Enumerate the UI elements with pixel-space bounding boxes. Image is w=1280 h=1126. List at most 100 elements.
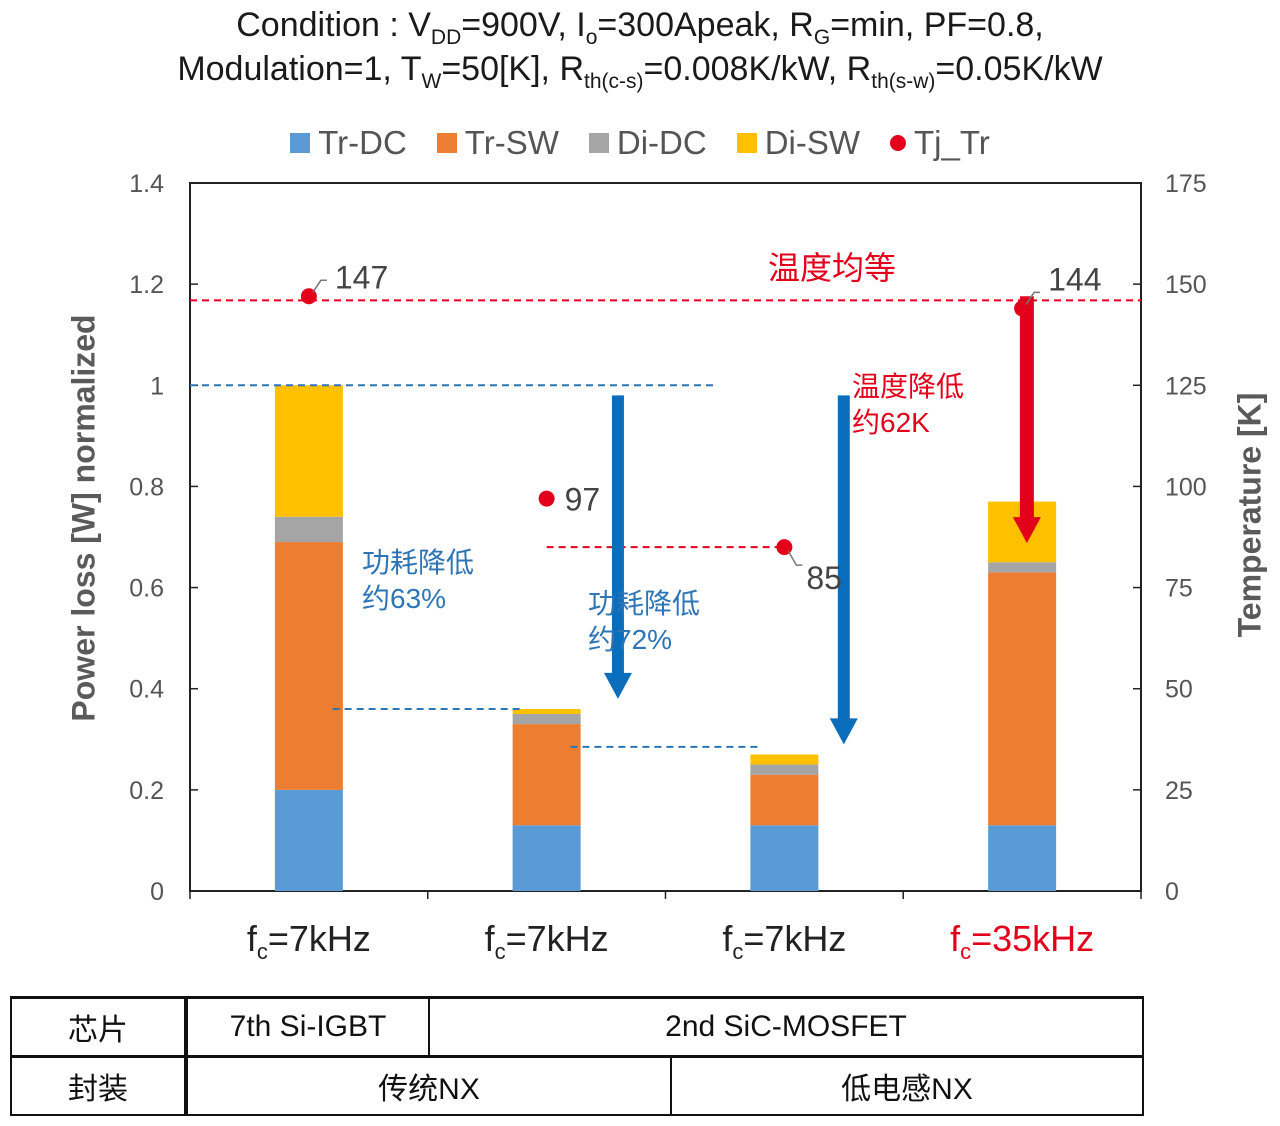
arrow-head xyxy=(829,718,858,745)
legend-item: Tj_Tr xyxy=(890,124,990,162)
arrow-shaft xyxy=(837,395,850,721)
title-subscript: th(c-s) xyxy=(584,69,644,93)
title-text: =50[K], R xyxy=(441,50,585,88)
y-axis-left-label: Power loss [W] normalized xyxy=(65,314,102,722)
x-category-label: fc=7kHz xyxy=(664,918,904,965)
y-right-tick-label: 125 xyxy=(1165,372,1207,400)
legend-label: Di-DC xyxy=(616,124,707,161)
category-text: f xyxy=(722,918,733,959)
bar-tr-sw xyxy=(512,724,581,826)
arrow-shaft xyxy=(611,395,624,675)
annotation-line: 温度均等 xyxy=(768,250,897,286)
bar-tr-sw xyxy=(274,542,343,790)
y-right-tick-label: 25 xyxy=(1165,777,1193,805)
table-row: 芯片 7th Si-IGBT 2nd SiC-MOSFET xyxy=(10,996,1144,1058)
bar-di-sw xyxy=(274,385,343,517)
tj-point-label: 147 xyxy=(335,259,388,295)
title-text: Modulation=1, T xyxy=(177,50,422,88)
category-text: f xyxy=(950,918,961,959)
annotation-line: 功耗降低 xyxy=(362,547,475,578)
annotation-line: 约63% xyxy=(362,583,447,614)
tj-leader-line xyxy=(787,550,803,566)
legend-label: Tr-DC xyxy=(318,124,407,161)
y-right-tick-label: 100 xyxy=(1165,473,1207,501)
x-category-label: fc=7kHz xyxy=(189,918,429,965)
y-right-tick-label: 175 xyxy=(1165,170,1207,198)
chart-title-line-2: Modulation=1, TW=50[K], Rth(c-s)=0.008K/… xyxy=(0,50,1280,94)
y-right-tick-label: 0 xyxy=(1165,878,1179,906)
legend-item: Tr-SW xyxy=(436,124,559,162)
y-axis-right-label: Temperature [K] xyxy=(1231,392,1268,638)
y-left-tick-label: 1.2 xyxy=(129,271,164,299)
y-right-tick-label: 50 xyxy=(1165,676,1193,704)
category-text: =7kHz xyxy=(267,918,371,959)
y-left-tick-label: 0.4 xyxy=(129,676,164,704)
category-text: =7kHz xyxy=(505,918,609,959)
title-text: =300Apeak, R xyxy=(597,6,814,44)
row-header-chip: 芯片 xyxy=(10,996,188,1058)
annotation-line: 温度降低 xyxy=(852,371,965,402)
x-category-label: fc=35kHz xyxy=(902,918,1142,965)
legend-item: Tr-DC xyxy=(290,124,407,162)
y-left-tick-label: 0.2 xyxy=(129,777,164,805)
x-category-label: fc=7kHz xyxy=(427,918,667,965)
bar-tr-dc xyxy=(750,825,819,891)
legend-label: Di-SW xyxy=(764,124,861,161)
bar-tr-sw xyxy=(750,774,819,826)
category-subscript: c xyxy=(256,939,268,965)
row-header-package: 封装 xyxy=(10,1055,188,1116)
cell-package-low-inductance: 低电感NX xyxy=(670,1055,1144,1116)
cell-chip-mosfet: 2nd SiC-MOSFET xyxy=(428,996,1144,1058)
category-subscript: c xyxy=(732,939,744,965)
bar-di-dc xyxy=(274,516,343,543)
bar-tr-dc xyxy=(512,825,581,891)
arrow-shaft xyxy=(1019,296,1034,520)
category-text: =7kHz xyxy=(743,918,847,959)
y-right-tick-label: 75 xyxy=(1165,575,1193,603)
title-subscript: o xyxy=(585,25,598,49)
annotation: 功耗降低约72% xyxy=(588,586,700,658)
legend-swatch xyxy=(290,133,311,153)
title-text: Condition : V xyxy=(236,6,431,44)
annotation-line: 约62K xyxy=(852,407,930,438)
table-row: 封装 传统NX 低电感NX xyxy=(10,1055,1144,1116)
tj-leader-line xyxy=(312,279,327,293)
category-text: f xyxy=(484,918,495,959)
legend-swatch xyxy=(736,133,757,153)
y-left-tick-label: 0 xyxy=(150,878,164,906)
legend-label: Tr-SW xyxy=(464,124,559,161)
bar-tr-sw xyxy=(988,572,1057,826)
bar-di-dc xyxy=(750,764,819,775)
annotation: 温度均等 xyxy=(768,250,896,286)
bar-di-dc xyxy=(988,562,1057,573)
bar-di-sw xyxy=(512,708,581,714)
annotation-line: 功耗降低 xyxy=(588,588,701,619)
legend-item: Di-DC xyxy=(588,124,707,162)
category-subscript: c xyxy=(960,939,972,965)
bar-di-sw xyxy=(750,754,819,765)
annotation: 功耗降低约63% xyxy=(362,545,474,617)
category-text: =35kHz xyxy=(971,918,1095,959)
title-text: =900V, I xyxy=(461,6,586,44)
y-right-tick-label: 150 xyxy=(1165,271,1207,299)
title-text: =0.008K/kW, R xyxy=(643,50,872,88)
chart-title-line-1: Condition : VDD=900V, Io=300Apeak, RG=mi… xyxy=(0,6,1280,50)
arrow-head xyxy=(603,672,632,699)
tj-point-label: 97 xyxy=(565,482,601,518)
tj-point-label: 85 xyxy=(806,560,842,596)
legend-label: Tj_Tr xyxy=(914,124,990,161)
bar-di-dc xyxy=(512,714,581,725)
title-text: =min, PF=0.8, xyxy=(830,6,1044,44)
y-left-tick-label: 0.6 xyxy=(129,575,164,603)
cell-chip-igbt: 7th Si-IGBT xyxy=(185,996,430,1058)
title-subscript: W xyxy=(421,69,442,93)
chart-legend: Tr-DC Tr-SW Di-DC Di-SW Tj_Tr xyxy=(0,124,1280,162)
tj-leader-line xyxy=(1025,291,1041,305)
title-subscript: th(s-w) xyxy=(871,69,936,93)
cell-package-nx: 传统NX xyxy=(185,1055,672,1116)
annotation-line: 约72% xyxy=(588,624,673,655)
y-left-tick-label: 1 xyxy=(150,372,164,400)
legend-swatch xyxy=(588,133,609,153)
tj-point-label: 144 xyxy=(1048,261,1101,297)
